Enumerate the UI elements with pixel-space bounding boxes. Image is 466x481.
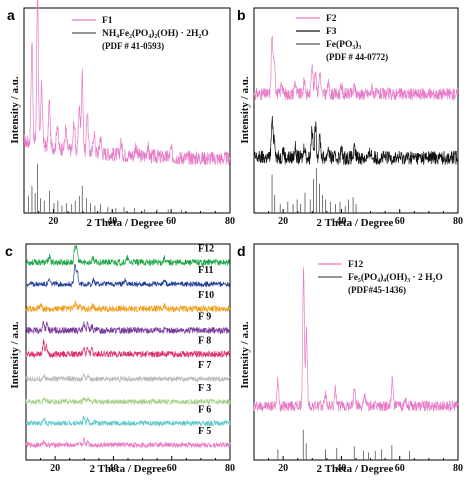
panel-d-ylabel: Intensity / a.u.: [239, 321, 251, 388]
panel-d-xtick-label: 40: [336, 463, 346, 474]
panel-c-xtick-label: 80: [225, 463, 235, 474]
panel-c-series-7: [25, 415, 231, 427]
panel-b-ylabel: Intensity / a.u.: [239, 76, 251, 143]
panel-a-legend-note: (PDF # 41-0593): [102, 41, 164, 51]
panel-d-xtick-label: 80: [453, 463, 463, 474]
panel-d: d Intensity / a.u. 2 Theta / Degree 20 40…: [237, 243, 463, 475]
panel-b-xtick-label: 60: [395, 216, 405, 227]
panel-b-legend-label: Fe(PO₃)₃: [326, 39, 361, 50]
panel-c-series-8: [25, 437, 231, 449]
panel-d-plot: 20 40 60 80: [253, 243, 463, 474]
panel-b-series-1: [253, 116, 459, 166]
panel-c-plot: 20 40 60 80 F12 F11 F10 F 9 F 8 F 7 F 3 F 6 F 5: [25, 243, 235, 474]
panel-b-legend-label: F3: [326, 27, 337, 37]
panel-d-legend-label: F12: [348, 260, 364, 270]
panel-d-legend: F12 Fe₅(PO₄)₄(OH)₃ · 2 H₂O (PDF#45-1436): [318, 260, 443, 295]
panel-letter-a: a: [7, 7, 15, 23]
panel-c-series-2: [25, 300, 231, 314]
panel-a-xtick-label: 80: [225, 216, 235, 227]
panel-c-series-0: [25, 244, 231, 267]
panel-a-xtick-label: 40: [107, 216, 117, 227]
panel-d-legend-label: Fe₅(PO₄)₄(OH)₃ · 2 H₂O: [348, 272, 443, 283]
panel-b-frame: [253, 7, 459, 214]
panel-d-series-0: [253, 267, 459, 413]
panel-c-xlabel: 2 Theta / Degree: [90, 463, 167, 475]
panel-a-xlabel: 2 Theta / Degree: [87, 217, 164, 229]
panel-b-legend-note: (PDF # 44-0772): [326, 52, 388, 62]
panel-b-legend: F2 F3 Fe(PO₃)₃ (PDF # 44-0772): [296, 14, 388, 62]
panel-c-series-1: [25, 263, 231, 288]
panel-c-series-label: F11: [198, 265, 214, 276]
panel-c: c Intensity / a.u. 2 Theta / Degree 20 40…: [5, 243, 235, 475]
panel-c-series-label: F 8: [198, 335, 211, 346]
panel-a: a Intensity / a.u. 2 Theta / Degree 20 40…: [7, 0, 235, 229]
panel-a-xtick-label: 20: [48, 216, 58, 227]
panel-c-series-label: F12: [198, 244, 214, 255]
panel-b-plot: 20 40 60 80: [253, 7, 463, 227]
panel-a-legend-label: NH₄Fe₂(PO₄)₂(OH) · 2H₂O: [102, 28, 209, 39]
panel-c-xtick-label: 20: [50, 463, 60, 474]
panel-c-ylabel: Intensity / a.u.: [9, 321, 21, 388]
panel-b-xtick-label: 20: [278, 216, 288, 227]
panel-c-xtick-label: 40: [108, 463, 118, 474]
panel-a-plot: 20 40 60 80: [23, 0, 235, 227]
panel-d-xtick-label: 60: [395, 463, 405, 474]
panel-c-series-label: F 7: [198, 360, 211, 371]
panel-b-series-0: [253, 35, 459, 101]
panel-c-series-label: F 6: [198, 404, 211, 415]
panel-c-series-label: F 9: [198, 312, 211, 323]
panel-b: b Intensity / a.u. 2 Theta / Degree 20 40…: [237, 7, 463, 229]
panel-c-series-4: [25, 339, 231, 359]
panel-letter-d: d: [237, 243, 246, 259]
panel-letter-c: c: [5, 243, 13, 259]
panel-a-xtick-label: 60: [166, 216, 176, 227]
panel-d-legend-note: (PDF#45-1436): [348, 285, 406, 295]
panel-b-xlabel: 2 Theta / Degree: [317, 217, 394, 229]
panel-d-xtick-label: 20: [278, 463, 288, 474]
panel-c-series-label: F10: [198, 290, 214, 301]
panel-a-series-0: [23, 0, 231, 166]
panel-a-ylabel: Intensity / a.u.: [9, 76, 21, 143]
panel-c-series-6: [25, 396, 231, 406]
panel-letter-b: b: [237, 7, 246, 23]
panel-c-series-3: [25, 320, 231, 335]
panel-c-xtick-label: 60: [167, 463, 177, 474]
panel-b-xtick-label: 40: [336, 216, 346, 227]
panel-a-legend: F1 NH₄Fe₂(PO₄)₂(OH) · 2H₂O (PDF # 41-0593): [72, 16, 209, 51]
panel-c-series-label: F 5: [198, 426, 211, 437]
panel-b-legend-label: F2: [326, 14, 337, 24]
panel-c-series-5: [25, 372, 231, 383]
panel-a-legend-label: F1: [102, 16, 113, 26]
panel-b-xtick-label: 80: [453, 216, 463, 227]
panel-d-xlabel: 2 Theta / Degree: [317, 463, 394, 475]
panel-c-series-label: F 3: [198, 383, 211, 394]
